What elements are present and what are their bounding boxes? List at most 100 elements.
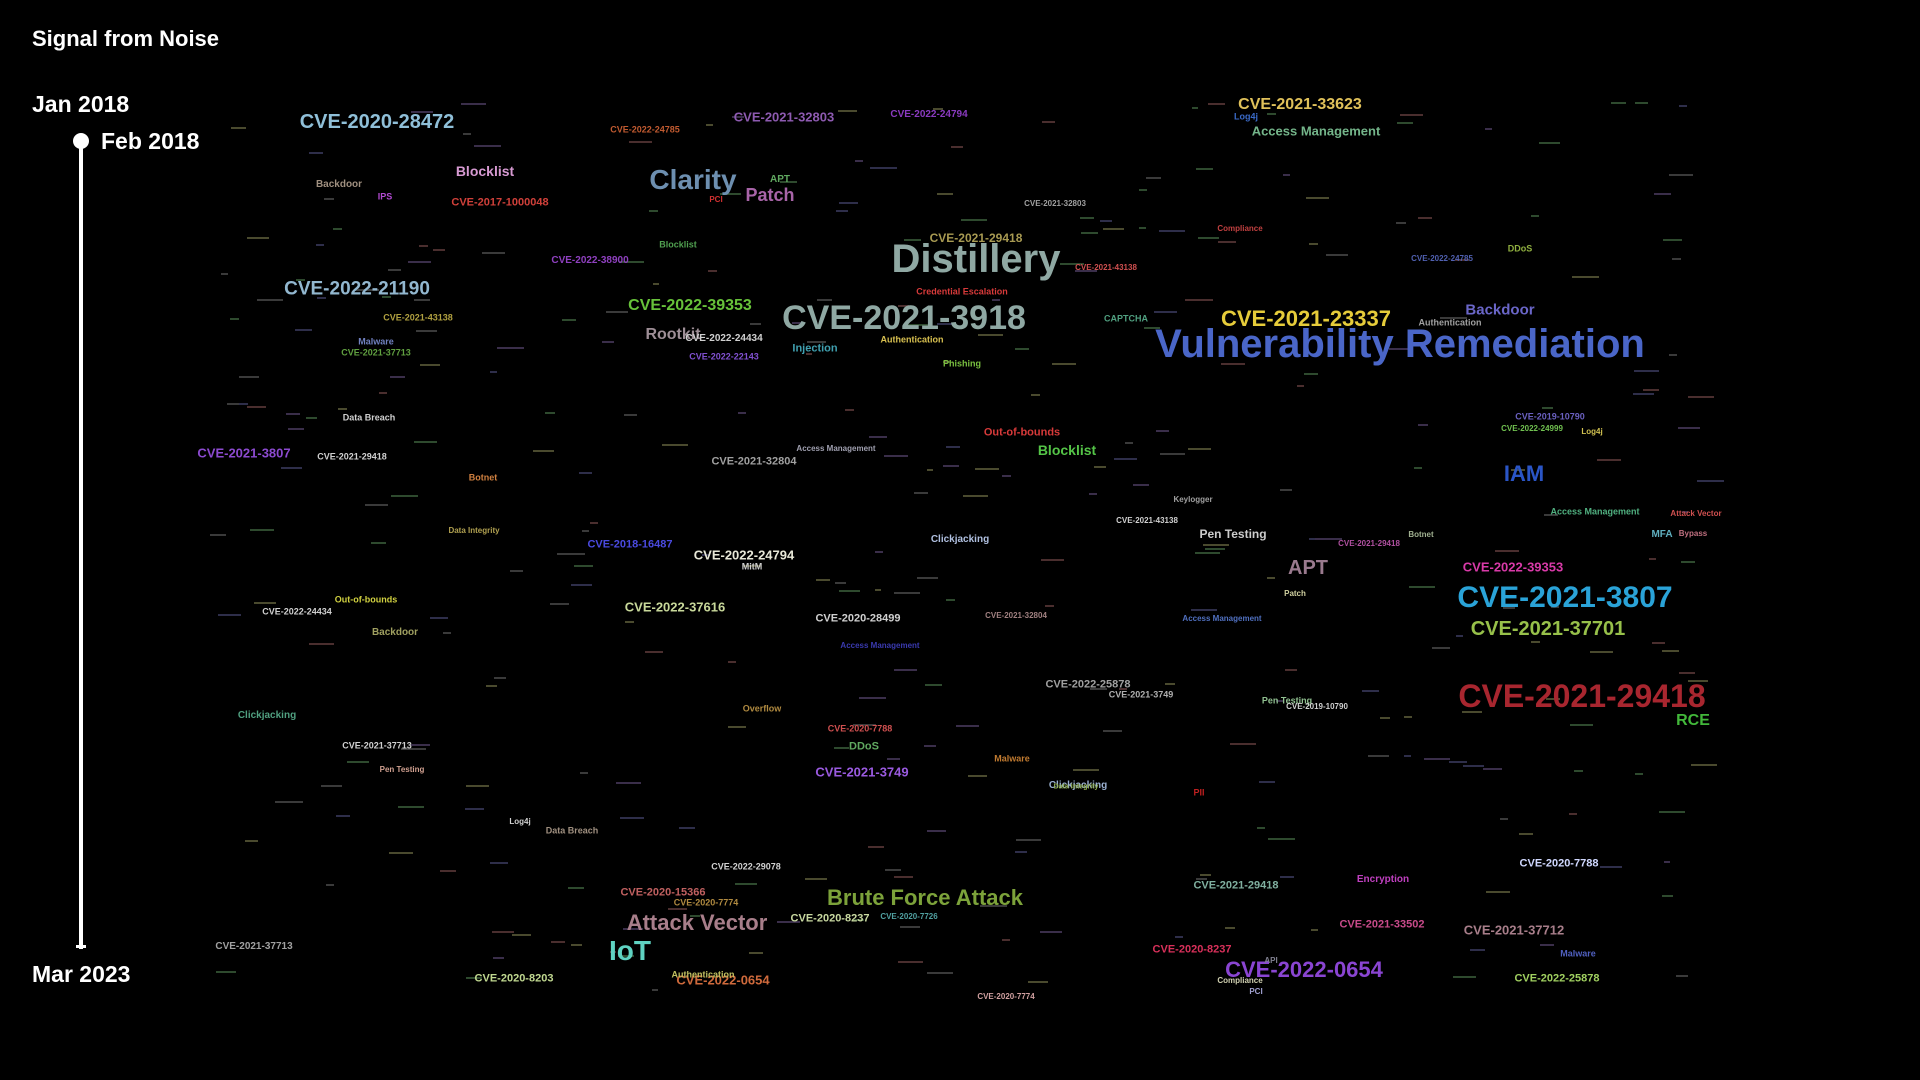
noise-speck xyxy=(461,103,486,105)
noise-speck xyxy=(1154,311,1177,313)
word-cloud-term: CVE-2022-24785 xyxy=(1411,254,1473,263)
word-cloud-term: CVE-2021-33623 xyxy=(1238,96,1362,113)
noise-speck xyxy=(1531,215,1539,217)
noise-speck xyxy=(433,249,445,251)
noise-speck xyxy=(338,408,347,410)
noise-speck xyxy=(1404,716,1412,718)
noise-speck xyxy=(275,801,303,803)
noise-speck xyxy=(286,413,300,415)
noise-speck xyxy=(817,299,832,301)
noise-speck xyxy=(1080,217,1094,219)
word-cloud-term: CVE-2019-10790 xyxy=(1286,702,1348,711)
noise-speck xyxy=(1052,363,1076,365)
noise-speck xyxy=(708,270,717,272)
noise-speck xyxy=(545,412,555,414)
noise-speck xyxy=(859,697,886,699)
noise-speck xyxy=(900,926,920,928)
noise-speck xyxy=(1456,635,1463,637)
word-cloud-term: CVE-2019-10790 xyxy=(1515,411,1585,422)
word-cloud-term: CVE-2020-8203 xyxy=(474,972,554,985)
word-cloud-term: Vulnerability Remediation xyxy=(1155,322,1645,366)
noise-speck xyxy=(557,553,585,555)
word-cloud-term: Malware xyxy=(994,753,1030,764)
word-cloud-term: CAPTCHA xyxy=(1104,313,1148,324)
noise-speck xyxy=(750,323,761,325)
word-cloud-term: Rootkit xyxy=(645,326,701,343)
noise-speck xyxy=(254,602,276,604)
noise-speck xyxy=(937,323,952,325)
noise-speck xyxy=(927,469,933,471)
noise-speck xyxy=(1196,168,1213,170)
noise-speck xyxy=(388,269,401,271)
noise-speck xyxy=(247,237,269,239)
noise-speck xyxy=(807,341,826,343)
word-cloud-term: Blocklist xyxy=(1037,442,1097,458)
noise-speck xyxy=(1002,939,1010,941)
noise-speck xyxy=(1380,717,1390,719)
noise-speck xyxy=(1119,688,1127,690)
word-cloud-term: Pen Testing xyxy=(379,765,425,774)
noise-speck xyxy=(1040,931,1062,933)
noise-speck xyxy=(610,951,616,953)
noise-speck xyxy=(645,651,663,653)
noise-speck xyxy=(1669,174,1693,176)
noise-speck xyxy=(218,614,241,616)
noise-speck xyxy=(706,124,713,126)
noise-speck xyxy=(494,677,506,679)
noise-speck xyxy=(1267,577,1275,579)
noise-speck xyxy=(1368,755,1389,757)
noise-speck xyxy=(309,643,334,645)
word-cloud-term: PII xyxy=(1193,787,1205,798)
noise-speck xyxy=(1185,299,1213,301)
noise-speck xyxy=(1662,650,1679,652)
noise-speck xyxy=(568,887,584,889)
word-cloud-term: Encryption xyxy=(1356,874,1410,885)
timeline-track[interactable] xyxy=(79,141,83,949)
word-cloud-term: Brute Force Attack xyxy=(826,885,1024,910)
noise-speck xyxy=(1539,142,1560,144)
noise-speck xyxy=(951,146,963,148)
timeline-slider-handle[interactable] xyxy=(73,133,89,149)
noise-speck xyxy=(1551,606,1559,608)
noise-speck xyxy=(1031,394,1040,396)
noise-speck xyxy=(324,198,334,200)
word-cloud-term: Data Integrity xyxy=(448,526,500,535)
noise-speck xyxy=(1453,976,1476,978)
word-cloud-term: Attack Vector xyxy=(626,910,768,935)
word-cloud-term: Data Breach xyxy=(545,825,599,836)
noise-speck xyxy=(355,289,379,291)
noise-speck xyxy=(1159,230,1185,232)
word-cloud-term: CVE-2018-16487 xyxy=(587,538,673,551)
word-cloud-term: CVE-2021-37713 xyxy=(215,941,293,952)
word-cloud-term: CVE-2022-25878 xyxy=(1045,678,1131,691)
noise-speck xyxy=(937,193,953,195)
noise-speck xyxy=(1669,354,1677,356)
noise-speck xyxy=(898,961,923,963)
noise-speck xyxy=(668,908,687,910)
noise-speck xyxy=(1531,641,1540,643)
word-cloud-term: CVE-2021-3749 xyxy=(815,764,909,780)
noise-speck xyxy=(1611,102,1626,104)
noise-speck xyxy=(602,341,614,343)
timeline-end-tick xyxy=(76,945,86,948)
word-cloud-term: Backdoor xyxy=(1465,301,1535,319)
noise-speck xyxy=(720,193,741,195)
noise-speck xyxy=(1304,373,1318,375)
noise-speck xyxy=(1139,189,1147,191)
word-cloud-term: CVE-2021-3918 xyxy=(782,299,1026,337)
noise-speck xyxy=(924,745,936,747)
noise-speck xyxy=(1570,724,1593,726)
word-cloud-term: Overflow xyxy=(742,703,782,714)
noise-speck xyxy=(574,565,593,567)
noise-speck xyxy=(493,957,504,959)
word-cloud-term: CVE-2021-43138 xyxy=(1075,263,1137,272)
noise-speck xyxy=(1544,514,1558,516)
word-cloud-term: MitM xyxy=(741,561,763,572)
noise-speck xyxy=(1257,827,1265,829)
word-cloud-term: CVE-2021-29418 xyxy=(929,231,1023,245)
noise-speck xyxy=(1165,683,1175,685)
word-cloud-term: CVE-2021-23337 xyxy=(1220,306,1392,331)
noise-speck xyxy=(956,725,979,727)
noise-speck xyxy=(1002,475,1011,477)
word-cloud-term: Keylogger xyxy=(1173,495,1213,504)
